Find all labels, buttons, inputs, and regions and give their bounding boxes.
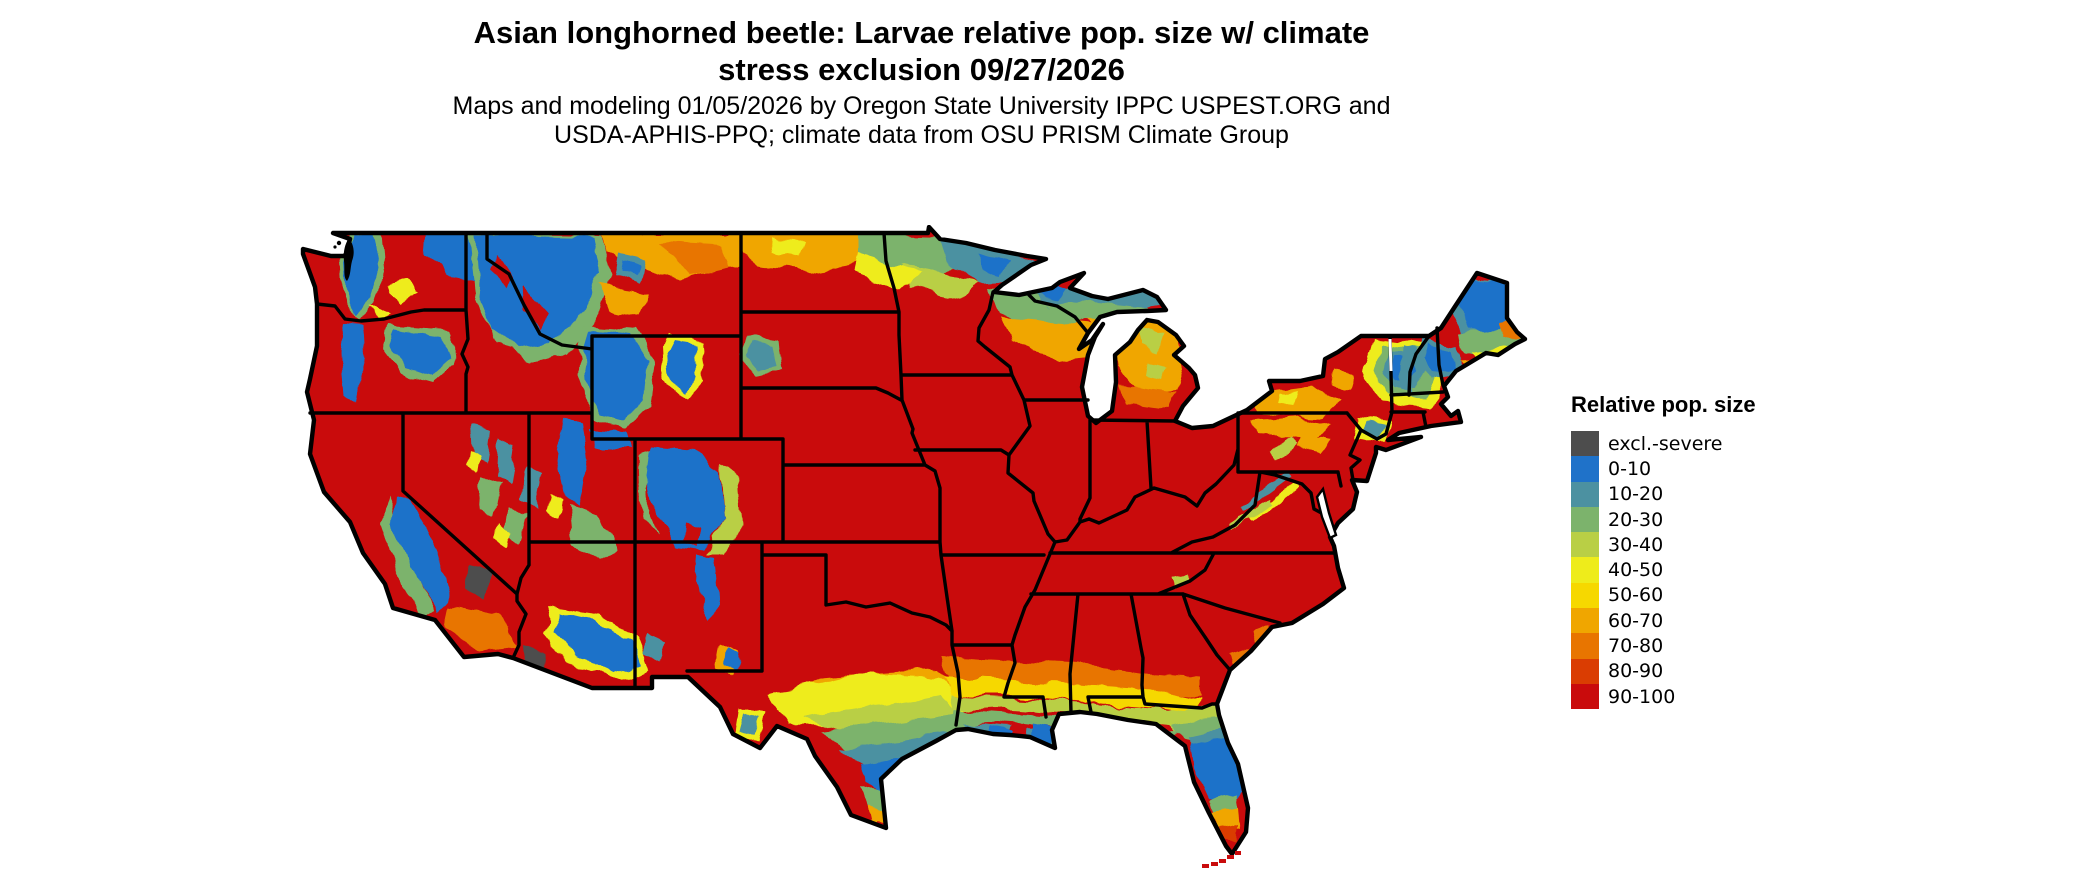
legend-item: 10-20 xyxy=(1571,481,1756,507)
us-map xyxy=(300,225,1540,875)
figure-title-line1: Asian longhorned beetle: Larvae relative… xyxy=(473,15,1370,50)
legend-item: 90-100 xyxy=(1571,683,1756,710)
legend-label: 70-80 xyxy=(1608,635,1664,658)
legend-swatch xyxy=(1571,532,1599,558)
legend-label: excl.-severe xyxy=(1608,432,1723,455)
us-map-svg xyxy=(300,225,1540,868)
legend-label: 80-90 xyxy=(1608,660,1664,683)
legend-swatch xyxy=(1571,683,1599,710)
legend-item: 80-90 xyxy=(1571,658,1756,684)
chesapeake-bay xyxy=(1315,486,1338,540)
legend-swatch xyxy=(1571,481,1599,507)
legend-label: 0-10 xyxy=(1608,457,1652,480)
lake-champlain xyxy=(1388,338,1393,372)
legend-swatch xyxy=(1571,557,1599,583)
legend-item: 20-30 xyxy=(1571,506,1756,533)
map-legend: Relative pop. size excl.-severe 0-10 10-20… xyxy=(1571,392,1756,710)
florida-keys xyxy=(1202,851,1241,868)
legend-swatch xyxy=(1571,658,1599,684)
legend-item: 40-50 xyxy=(1571,557,1756,583)
figure-subtitle-line2: USDA-APHIS-PPQ; climate data from OSU PR… xyxy=(554,121,1289,149)
legend-item: 0-10 xyxy=(1571,456,1756,482)
san-juan-islands xyxy=(333,245,337,249)
legend-label: 60-70 xyxy=(1608,609,1664,632)
legend-title: Relative pop. size xyxy=(1571,392,1756,417)
legend-swatch xyxy=(1571,506,1599,533)
figure-title: Asian longhorned beetle: Larvae relative… xyxy=(0,14,1843,88)
legend-item: excl.-severe xyxy=(1571,431,1756,457)
legend-rows: excl.-severe 0-10 10-20 20-30 30-40 40-50 50-6… xyxy=(1571,431,1756,710)
legend-label: 30-40 xyxy=(1608,533,1664,556)
legend-item: 50-60 xyxy=(1571,582,1756,609)
legend-swatch xyxy=(1571,608,1599,634)
legend-swatch xyxy=(1571,456,1599,482)
legend-item: 30-40 xyxy=(1571,532,1756,558)
legend-item: 70-80 xyxy=(1571,633,1756,659)
legend-item: 60-70 xyxy=(1571,608,1756,634)
legend-label: 20-30 xyxy=(1608,508,1664,531)
legend-swatch xyxy=(1571,431,1599,457)
legend-label: 40-50 xyxy=(1608,559,1664,582)
legend-swatch xyxy=(1571,633,1599,659)
figure-title-line2: stress exclusion 09/27/2026 xyxy=(718,52,1125,87)
state-borders xyxy=(308,231,1445,727)
legend-label: 90-100 xyxy=(1608,685,1676,708)
legend-label: 10-20 xyxy=(1608,483,1664,506)
legend-label: 50-60 xyxy=(1608,584,1664,607)
san-juan-islands xyxy=(336,240,342,246)
legend-swatch xyxy=(1571,582,1599,609)
figure-subtitle: Maps and modeling 01/05/2026 by Oregon S… xyxy=(0,92,1843,150)
figure-subtitle-line1: Maps and modeling 01/05/2026 by Oregon S… xyxy=(452,92,1391,120)
